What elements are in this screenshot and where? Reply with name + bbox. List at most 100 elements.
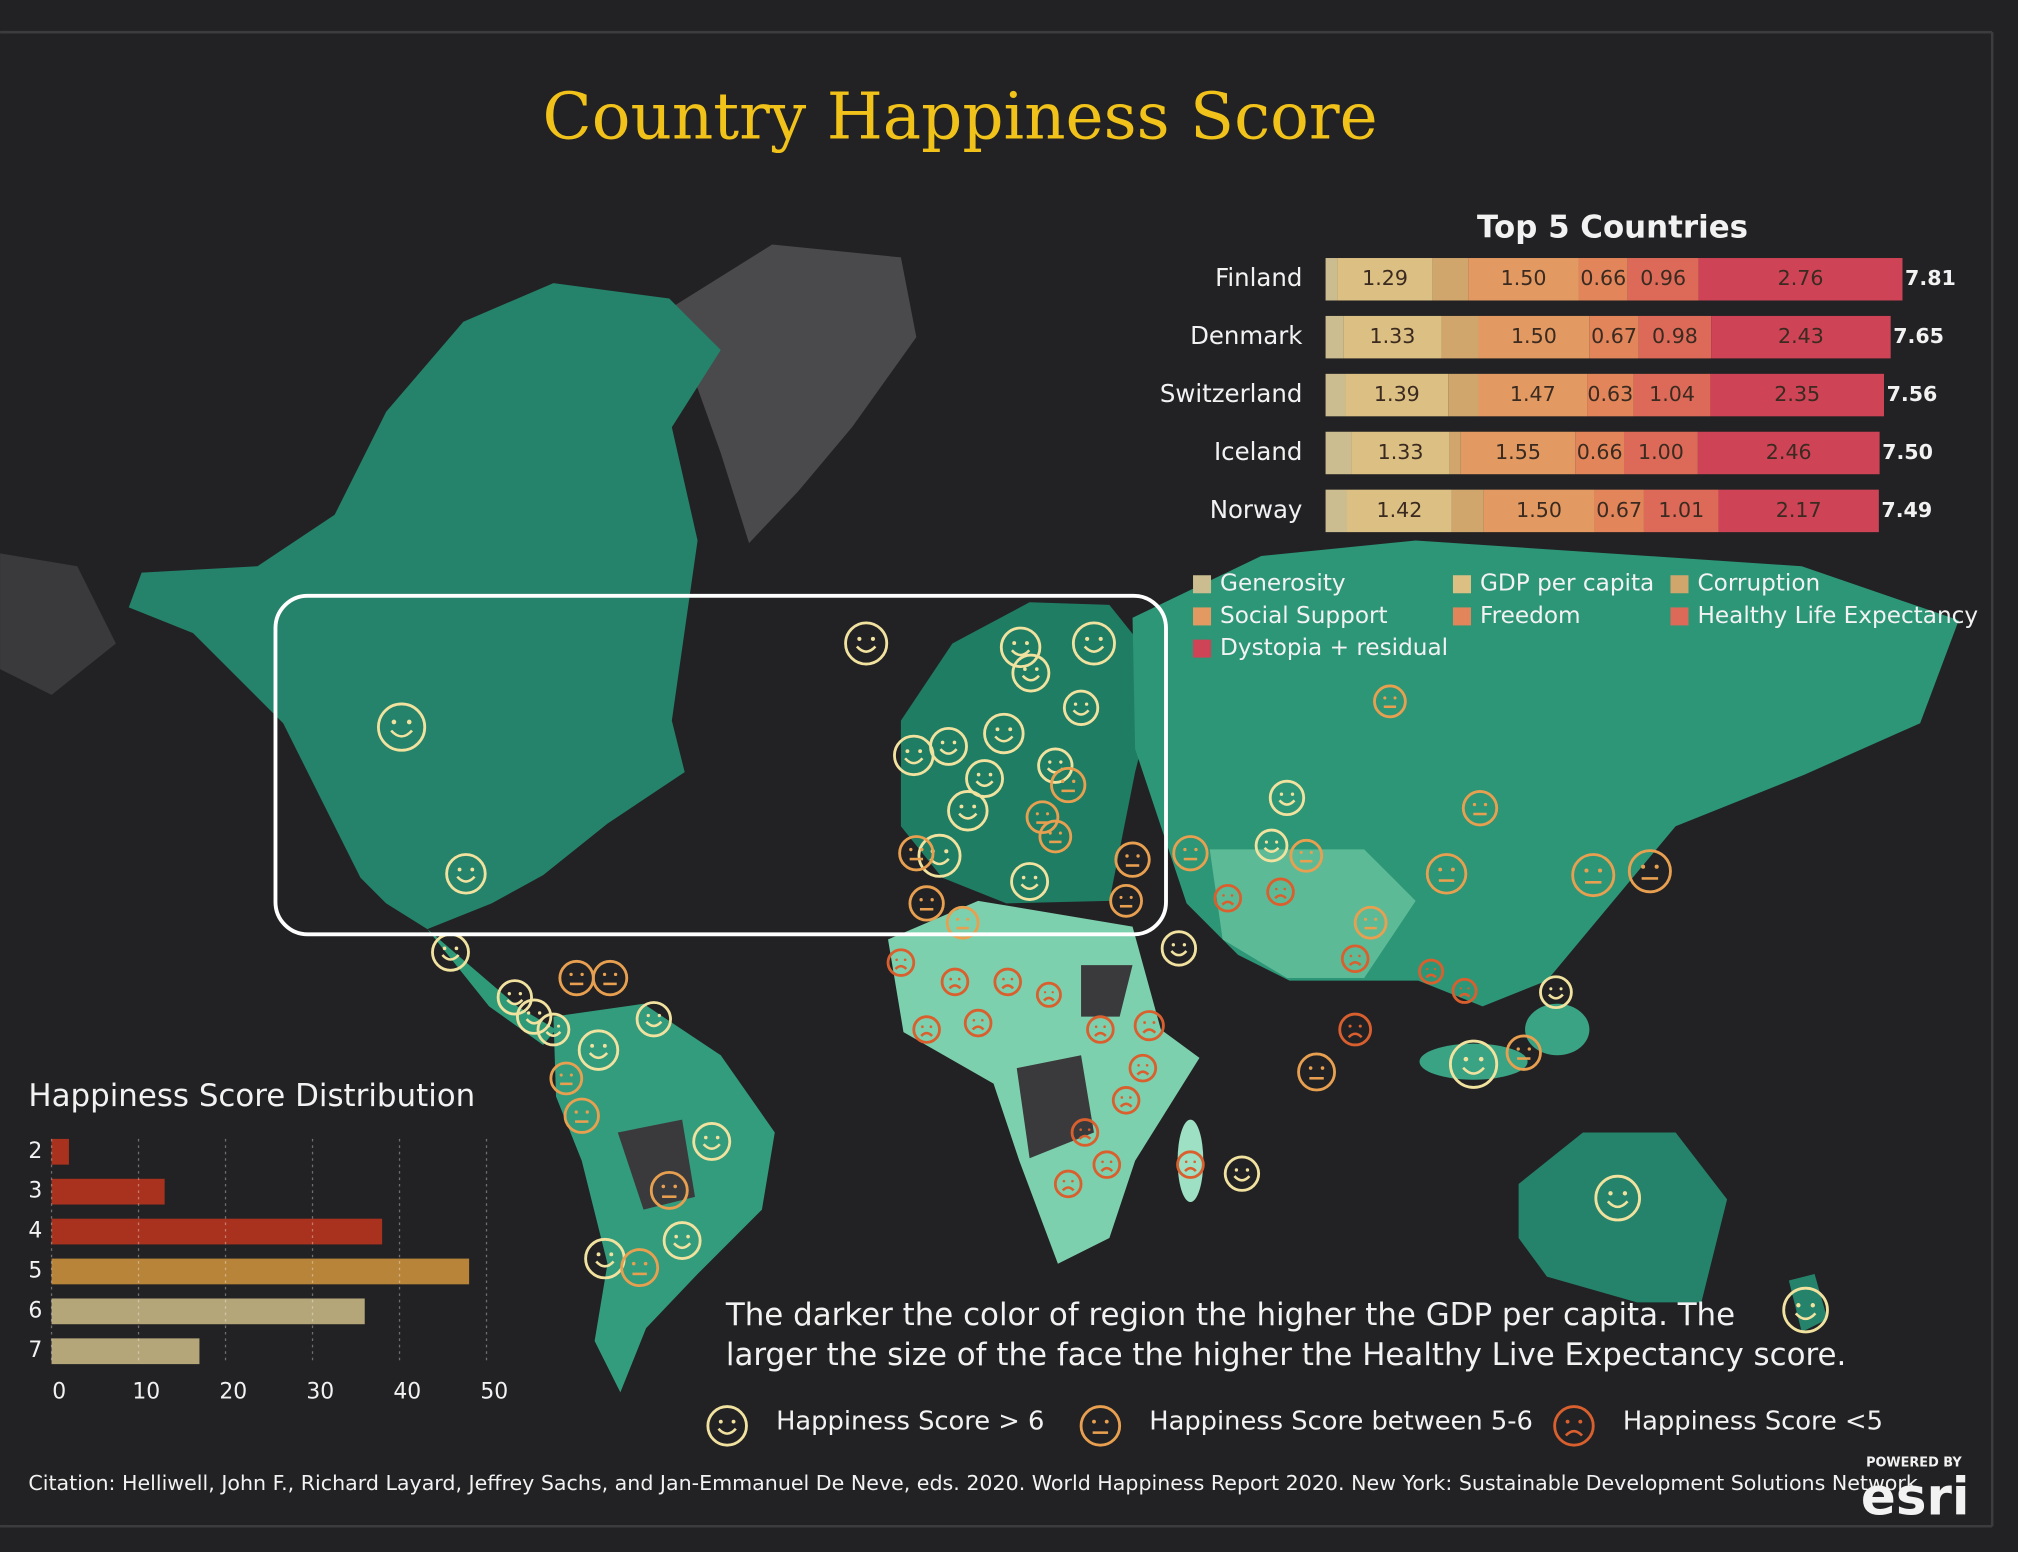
face-outline [577,1029,620,1071]
face-eye [1010,977,1014,981]
face-eye [1426,967,1429,971]
face-mouth [958,812,978,820]
face-icon [1289,838,1324,873]
bar-segment [1478,315,1590,359]
bar-segment [1325,489,1347,533]
islands [1525,1003,1590,1056]
face-eye [559,1073,563,1077]
x-tick-label: 50 [480,1379,508,1404]
legend-swatch [1193,639,1212,658]
face-icon [563,1097,600,1134]
face-eye [1275,840,1279,844]
face-eye [1383,696,1387,700]
face-outline [1353,905,1388,940]
face-mouth [1083,645,1105,653]
x-tick-label: 30 [306,1379,334,1404]
face-mouth [1072,709,1090,716]
bar-segment [1698,258,1903,301]
islands [1419,1043,1528,1080]
bar-segment [1449,431,1461,475]
face-eye [703,1135,708,1140]
face-icon [620,1248,660,1288]
face-eye [1467,987,1470,990]
face-eye [1549,987,1553,991]
segment-label: 0.63 [1587,382,1633,406]
face-outline [591,959,629,997]
face-eye [1608,1191,1613,1196]
face-icon [445,853,487,895]
face-outline [945,905,980,940]
face-eye [1094,1025,1098,1028]
face-icon [1109,883,1143,918]
bar-segment [1575,431,1625,475]
face-eye [609,1252,614,1257]
face-eye [1072,779,1076,784]
face-eye [1084,702,1089,706]
face-eye [718,1419,723,1424]
face-outline [1133,1010,1165,1042]
face-eye [1309,850,1313,854]
face-icon [1011,653,1051,693]
y-tick-label: 7 [28,1338,42,1363]
face-icon [649,1170,689,1210]
face-icon [1050,766,1087,804]
face-eye [1035,812,1039,816]
face-eye [920,847,924,852]
face-outline [1070,1118,1100,1147]
legend-label: Happiness Score <5 [1623,1407,1883,1437]
brand-logo: esri [1861,1468,1970,1528]
face-icon [692,1122,732,1161]
face-outline [1053,1169,1083,1199]
face-eye [959,804,964,809]
face-icon [1160,930,1198,967]
segment-label: 1.39 [1374,382,1420,406]
country-label: Switzerland [1160,379,1303,408]
note-line: larger the size of the face the higher t… [726,1337,1846,1373]
face-icon [1571,853,1616,898]
face-eye [1021,875,1026,880]
face-eye [1101,1160,1104,1164]
face-icon [929,726,968,766]
bar-segment [1346,489,1452,533]
face-eye [944,849,949,854]
face-eye [1171,943,1176,947]
bar-segment [1441,315,1479,359]
face-mouth [1794,1312,1817,1321]
y-tick-label: 3 [28,1179,42,1204]
region-no-data [1081,965,1133,1017]
face-outline [1553,1405,1595,1447]
face-icon [1353,905,1388,940]
face-outline [844,621,889,666]
face-outline [908,885,945,922]
face-outline [1038,819,1073,854]
face-eye [1129,895,1133,899]
bar-segment [1451,489,1484,533]
face-mouth [904,757,924,765]
face-icon [496,979,533,1016]
face-icon [1418,958,1445,985]
face-outline [706,1405,748,1447]
face-outline [999,626,1042,669]
face-eye [1103,1025,1106,1028]
country-label: Denmark [1190,321,1303,350]
face-eye [1264,840,1268,844]
face-icon [844,621,889,666]
face-outline [1011,653,1051,693]
face-eye [1358,954,1361,958]
face-eye [646,1013,650,1018]
legend-swatch [1193,607,1212,626]
face-eye [602,972,607,977]
segment-label: 2.76 [1778,266,1824,290]
face-icon [1010,862,1050,901]
face-eye [1597,868,1603,873]
face-eye [957,977,961,981]
bar-segment [1337,258,1433,301]
landmass [0,553,116,695]
face-eye [1578,1419,1583,1424]
face-outline [1539,975,1573,1010]
face-icon [1079,1405,1122,1447]
face-eye [1393,696,1397,700]
face-eye [1098,636,1103,641]
face-icon [1448,1039,1499,1089]
face-eye [1129,1096,1132,1099]
